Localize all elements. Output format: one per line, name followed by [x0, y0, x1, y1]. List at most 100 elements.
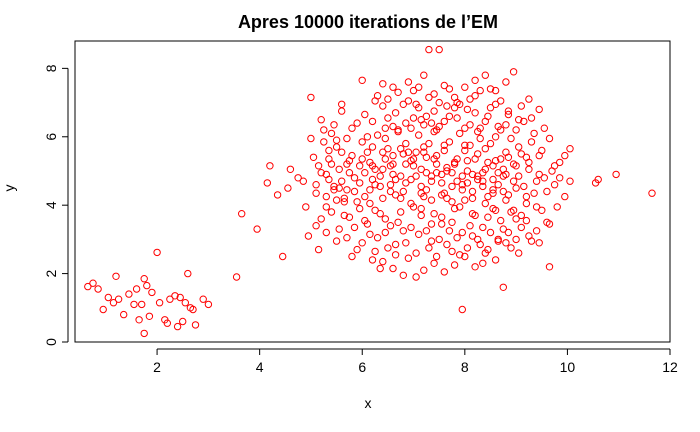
data-point [299, 177, 307, 185]
data-point [407, 124, 415, 132]
data-point [376, 210, 384, 218]
data-point [350, 174, 359, 182]
data-point [135, 316, 143, 324]
data-point [361, 169, 369, 177]
data-point [476, 134, 484, 143]
data-point [379, 148, 387, 156]
data-point [458, 305, 466, 314]
data-point [532, 227, 541, 235]
data-point [402, 119, 410, 127]
data-point [284, 184, 292, 192]
data-point [491, 256, 500, 264]
data-point [391, 240, 400, 249]
data-point [353, 119, 361, 127]
data-point [191, 321, 200, 329]
data-point [491, 133, 500, 141]
data-point [394, 127, 402, 136]
data-point [461, 124, 469, 132]
data-point [409, 155, 418, 163]
data-point [481, 71, 489, 79]
data-point [432, 169, 441, 177]
data-point [379, 257, 387, 266]
data-point [404, 78, 413, 86]
data-point [448, 218, 456, 227]
data-point [148, 288, 156, 297]
data-point [412, 249, 420, 257]
data-point [404, 148, 413, 156]
data-point [450, 104, 459, 112]
data-point [373, 234, 382, 242]
data-point [384, 114, 392, 122]
data-point [253, 225, 261, 233]
data-point [145, 312, 154, 320]
data-point [430, 155, 438, 163]
data-point [479, 223, 487, 232]
data-point [515, 143, 523, 151]
data-point [325, 146, 333, 155]
data-point [312, 181, 320, 189]
data-point [314, 162, 323, 170]
data-point [443, 167, 451, 175]
data-point [307, 93, 315, 102]
data-point [140, 275, 148, 283]
data-point [463, 244, 472, 252]
data-point [309, 153, 318, 162]
data-point [358, 155, 366, 163]
data-point [399, 227, 407, 235]
data-point [340, 211, 348, 220]
data-point [471, 92, 479, 100]
data-point [553, 203, 561, 211]
data-point [204, 300, 213, 309]
data-point [320, 126, 328, 134]
data-point [379, 80, 387, 88]
data-point [368, 175, 377, 184]
x-tick-label: 4 [256, 359, 264, 375]
data-point [376, 172, 384, 180]
chart-title: Apres 10000 iterations de l’EM [238, 12, 498, 32]
data-point [181, 299, 190, 307]
data-point [430, 90, 438, 98]
data-point [430, 210, 438, 218]
data-point [379, 102, 387, 110]
data-point [540, 174, 548, 182]
data-point [453, 177, 461, 185]
data-point [322, 203, 330, 211]
data-point [430, 259, 438, 267]
data-point [463, 105, 472, 114]
data-point [171, 292, 179, 300]
data-point [502, 78, 510, 86]
data-point [494, 181, 502, 189]
data-point [399, 187, 407, 196]
data-point [420, 71, 428, 79]
data-point [143, 281, 151, 290]
data-point [543, 187, 551, 196]
data-point [525, 95, 533, 103]
data-point [481, 199, 489, 208]
data-point [443, 163, 451, 172]
data-point [314, 245, 323, 254]
data-point [376, 182, 384, 191]
data-point [186, 304, 195, 312]
data-point [338, 177, 346, 185]
data-point [114, 295, 123, 303]
data-point [417, 189, 425, 197]
data-point [368, 143, 377, 151]
data-point [479, 169, 487, 177]
data-point [420, 266, 428, 274]
data-point [517, 102, 525, 110]
x-tick-label: 8 [461, 359, 469, 375]
y-tick-label: 2 [43, 269, 59, 277]
data-point [366, 186, 374, 194]
data-point [304, 232, 313, 240]
data-point [512, 162, 520, 170]
data-point [422, 112, 431, 121]
data-point [527, 114, 536, 122]
data-point [397, 208, 405, 216]
data-point [468, 187, 477, 196]
data-point [409, 203, 418, 211]
data-point [461, 196, 469, 204]
data-point [438, 220, 446, 228]
data-point [104, 293, 113, 302]
data-point [504, 110, 513, 119]
data-point [468, 170, 477, 179]
